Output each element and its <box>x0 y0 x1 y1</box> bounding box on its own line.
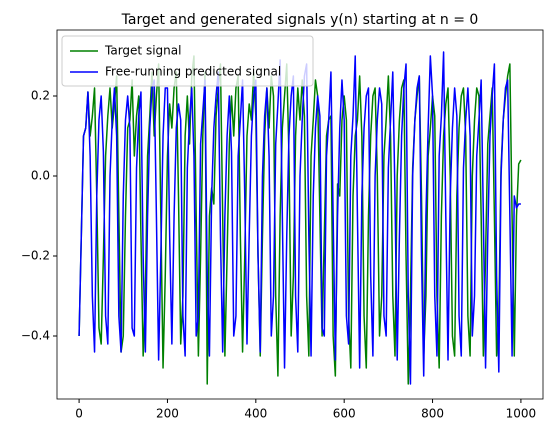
y-tick-label: 0.0 <box>31 169 50 183</box>
y-tick-label: 0.2 <box>31 89 50 103</box>
legend-box <box>61 35 314 87</box>
y-tick-label: −0.4 <box>21 329 50 343</box>
x-tick-label: 800 <box>421 407 444 421</box>
x-tick-label: 200 <box>156 407 179 421</box>
y-tick-label: −0.2 <box>21 249 50 263</box>
x-tick-label: 1000 <box>506 407 537 421</box>
axes-frame <box>56 29 544 400</box>
legend-label: Target signal <box>104 44 181 58</box>
x-tick-label: 600 <box>333 407 356 421</box>
x-tick-label: 400 <box>244 407 267 421</box>
x-tick-label: 0 <box>75 407 83 421</box>
chart-title: Target and generated signals y(n) starti… <box>121 12 479 28</box>
series-line <box>78 55 522 385</box>
legend-label: Free-running predicted signal <box>105 65 281 79</box>
